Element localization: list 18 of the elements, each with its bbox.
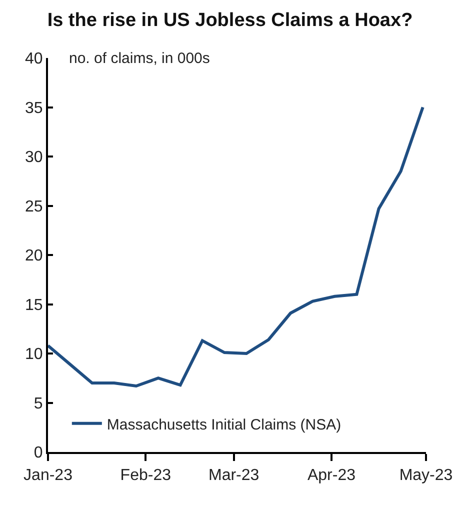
y-tick-label: 25 [25, 198, 43, 216]
x-tick-label: Mar-23 [208, 467, 260, 484]
legend-label: Massachusetts Initial Claims (NSA) [106, 416, 342, 434]
y-tick-label: 30 [25, 149, 43, 166]
y-tick-label: 10 [25, 346, 43, 364]
y-tick-label: 40 [25, 50, 43, 68]
y-tick-label: 15 [25, 296, 43, 314]
line-series [48, 106, 424, 388]
y-tick-label: 35 [25, 100, 43, 117]
x-tick-label: Apr-23 [307, 467, 356, 484]
y-tick-label: 5 [34, 395, 43, 412]
y-tick-label: 20 [25, 248, 43, 265]
y-axis-title: no. of claims, in 000s [69, 50, 210, 67]
x-tick-label: Jan-23 [24, 467, 73, 484]
x-tick-label: Feb-23 [120, 467, 172, 484]
chart-title: Is the rise in US Jobless Claims a Hoax? [47, 10, 413, 32]
y-tick-label: 0 [34, 444, 43, 462]
x-tick-label: May-23 [399, 467, 453, 484]
